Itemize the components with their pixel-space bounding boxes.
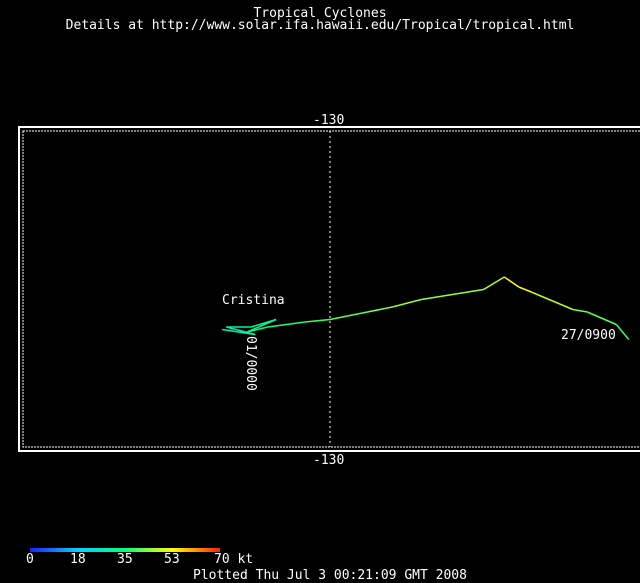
- track-segment: [503, 276, 520, 288]
- track-segment: [392, 298, 422, 308]
- longitude-label-top: -130: [313, 113, 345, 128]
- track-segment: [329, 311, 368, 321]
- colorbar-tick-18: 18: [70, 552, 86, 567]
- colorbar-tick-35: 35: [117, 552, 133, 567]
- wind-speed-colorbar: [30, 548, 220, 552]
- longitude-label-bottom: -130: [313, 453, 345, 468]
- track-segment: [267, 321, 306, 328]
- map-frame-outer: [18, 126, 640, 452]
- map-title: Tropical Cyclones: [253, 6, 387, 21]
- track-segment: [221, 328, 256, 336]
- track-segment: [421, 288, 484, 301]
- track-start-label: 27/0900: [561, 328, 616, 343]
- map-frame-inner: [22, 130, 640, 448]
- plotted-timestamp: Plotted Thu Jul 3 00:21:09 GMT 2008: [193, 568, 467, 583]
- track-segment: [483, 276, 505, 291]
- track-segment: [531, 291, 574, 311]
- track-end-label: 01/0000: [243, 336, 258, 391]
- track-segment: [587, 311, 617, 326]
- storm-name-label: Cristina: [222, 293, 285, 308]
- track-segment: [305, 318, 331, 323]
- track-segment: [367, 306, 393, 313]
- storm-track: [221, 276, 630, 340]
- track-segment: [518, 286, 532, 293]
- colorbar-tick-0: 0: [26, 552, 34, 567]
- colorbar-tick-70: 70 kt: [214, 552, 254, 567]
- colorbar-tick-53: 53: [164, 552, 180, 567]
- map-subtitle: Details at http://www.solar.ifa.hawaii.e…: [65, 18, 575, 33]
- track-segment: [250, 318, 277, 328]
- track-segment: [615, 324, 630, 340]
- track-segment: [572, 308, 588, 313]
